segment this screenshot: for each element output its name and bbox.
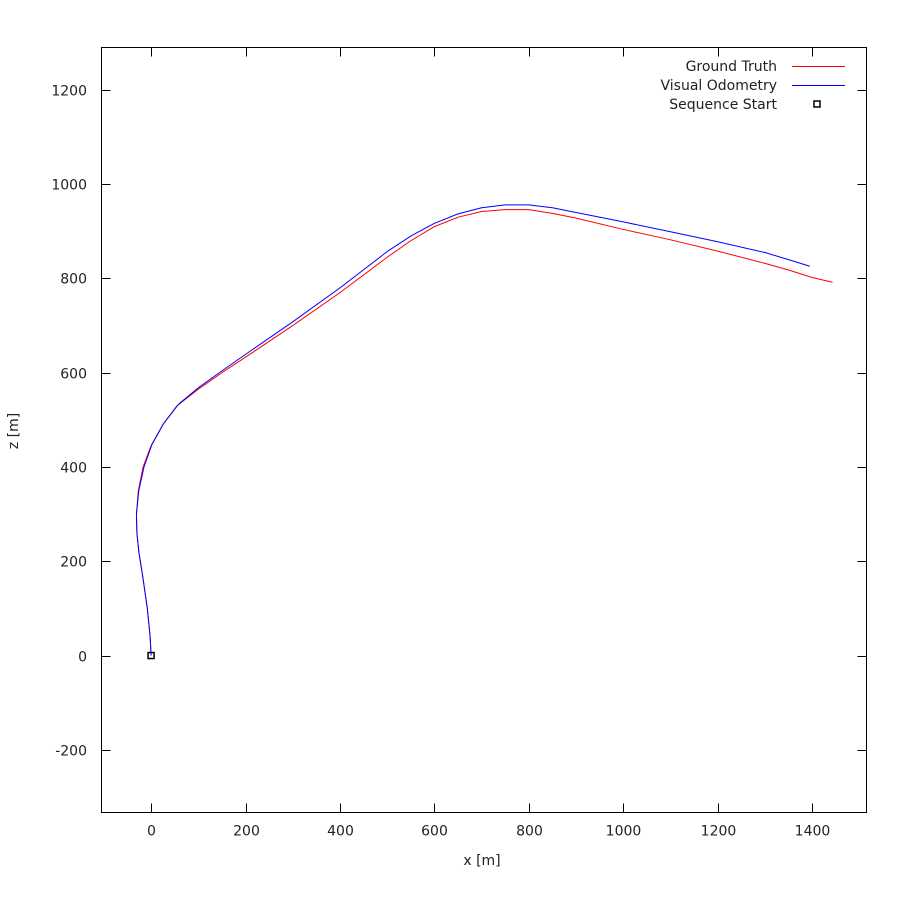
y-tick-label: 800 [60,272,87,288]
x-tick-label: 600 [421,824,448,840]
axis-ticks [101,47,867,813]
x-axis-title: x [m] [463,853,500,869]
x-tick-label: 200 [233,824,260,840]
y-tick-label: 0 [78,650,87,666]
legend-label: Visual Odometry [661,78,778,94]
legend-swatch-square [813,100,821,108]
data-markers [147,651,155,660]
series-line-0 [135,209,833,656]
y-tick-label: -200 [55,744,87,760]
x-tick-label: 800 [516,824,543,840]
x-tick-label: 400 [327,824,354,840]
y-axis-title: z [m] [6,413,22,449]
y-tick-label: 1200 [51,84,87,100]
axis-tick-labels: 0 200 400 600 800 1000 1200 1400 -200 0 200 400 600 8… [51,84,830,840]
x-tick-label: 0 [147,824,156,840]
legend-label: Ground Truth [686,59,777,75]
sequence-start-marker [147,651,155,660]
plot-frame [101,47,867,813]
y-tick-label: 1000 [51,178,87,194]
y-tick-label: 600 [60,367,87,383]
y-tick-label: 400 [60,461,87,477]
x-tick-label: 1000 [606,824,642,840]
y-tick-label: 200 [60,555,87,571]
x-tick-label: 1200 [701,824,737,840]
data-series [135,204,833,656]
legend-label: Sequence Start [669,97,777,113]
series-line-1 [135,204,810,656]
legend: Ground Truth Visual Odometry Sequence Star… [661,59,845,113]
x-tick-label: 1400 [795,824,831,840]
